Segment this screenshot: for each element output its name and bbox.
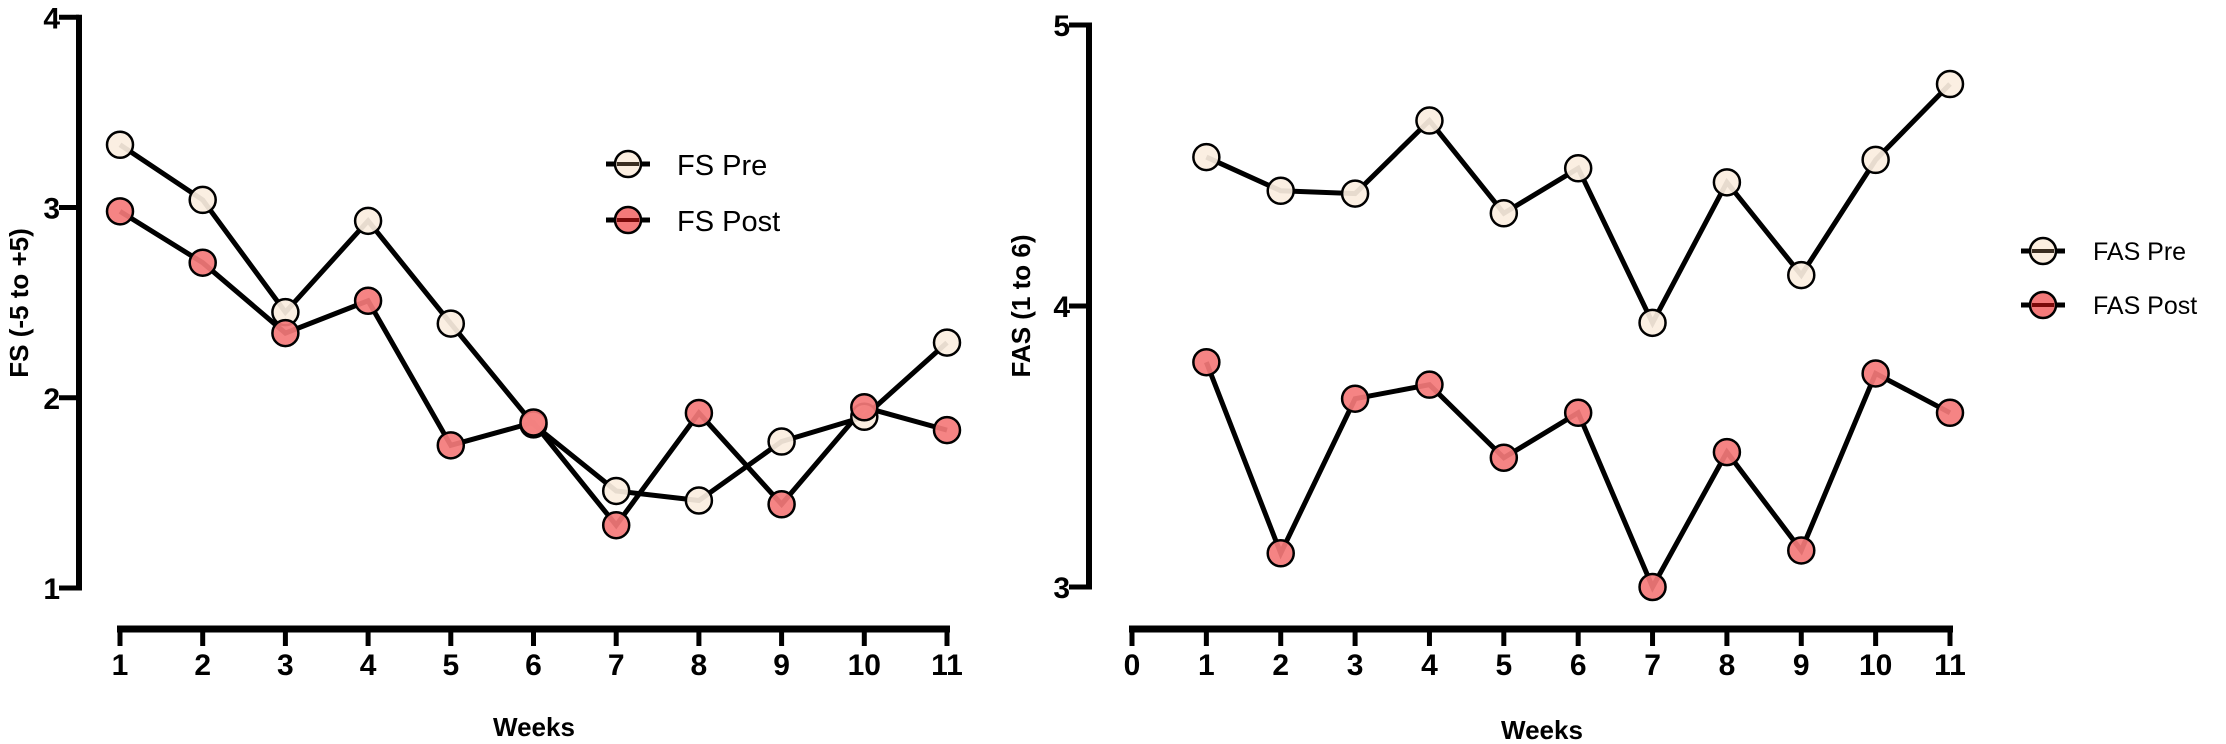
fas-post-line bbox=[1204, 361, 1952, 593]
x-tick-label: 2 bbox=[1272, 649, 1289, 682]
x-tick-label: 9 bbox=[1793, 649, 1810, 682]
fs-post-point bbox=[850, 393, 879, 422]
x-tick-label: 4 bbox=[360, 649, 377, 682]
fs-post-point bbox=[436, 431, 466, 460]
fas-pre-point bbox=[1712, 168, 1742, 197]
y-axis-title: FS (-5 to +5) bbox=[4, 228, 34, 378]
plot-area bbox=[1192, 69, 1965, 602]
x-tick-label: 9 bbox=[773, 649, 790, 682]
y-tick-label: 1 bbox=[43, 573, 60, 606]
fs-pre-point bbox=[436, 309, 466, 338]
x-axis-title: Weeks bbox=[493, 712, 575, 742]
fs-pre-point bbox=[684, 486, 714, 515]
fas-post-point bbox=[1489, 443, 1519, 472]
x-tick-label: 6 bbox=[1570, 649, 1587, 682]
fas-chart: FAS (1 to 6) Weeks 3 4 5 0 1 2 3 4 5 6 7 8 9 10 11 FA… bbox=[1006, 10, 2197, 744]
fs-post-point bbox=[353, 286, 383, 315]
x-tick-label: 4 bbox=[1421, 649, 1438, 682]
fs-post-point bbox=[601, 510, 631, 540]
fas-post-point bbox=[1935, 398, 1965, 428]
fas-post-point bbox=[1340, 384, 1370, 413]
y-axis: 1 2 3 4 bbox=[43, 2, 82, 606]
fs-pre-point bbox=[353, 206, 383, 236]
fs-post-point bbox=[271, 318, 300, 348]
legend-label-fas-post: FAS Post bbox=[2093, 292, 2197, 320]
fas-post-point bbox=[1861, 359, 1890, 388]
fas-pre-line bbox=[1205, 82, 1952, 329]
fs-post-point bbox=[932, 415, 962, 445]
x-tick-label: 5 bbox=[442, 649, 459, 682]
fs-chart: FS (-5 to +5) Weeks 1 2 3 4 1 2 3 4 5 6 7 8 9 10 11 F… bbox=[4, 2, 963, 742]
x-tick-label: 3 bbox=[277, 649, 294, 682]
y-tick-label: 3 bbox=[43, 193, 60, 226]
x-tick-label: 8 bbox=[691, 649, 708, 682]
fas-pre-point bbox=[1415, 106, 1444, 135]
x-axis: 0 1 2 3 4 5 6 7 8 9 10 11 bbox=[1124, 625, 1966, 682]
fas-pre-point bbox=[1340, 179, 1370, 208]
y-axis: 3 4 5 bbox=[1053, 10, 1092, 605]
legend-label-fs-post: FS Post bbox=[677, 206, 780, 238]
y-axis-title: FAS (1 to 6) bbox=[1006, 234, 1036, 377]
y-tick-label: 3 bbox=[1053, 572, 1070, 605]
x-tick-label: 7 bbox=[1644, 649, 1661, 682]
fas-pre-point bbox=[1192, 142, 1221, 172]
legend: FS Pre FS Post bbox=[606, 149, 780, 238]
fas-pre-point bbox=[1935, 69, 1965, 99]
fas-post-point bbox=[1266, 539, 1295, 568]
x-tick-label: 2 bbox=[194, 649, 211, 682]
legend: FAS Pre FAS Post bbox=[2021, 236, 2197, 320]
y-tick-label: 4 bbox=[43, 2, 60, 35]
x-tick-label: 10 bbox=[848, 649, 881, 682]
x-axis: 1 2 3 4 5 6 7 8 9 10 11 bbox=[112, 625, 963, 682]
legend-label-fs-pre: FS Pre bbox=[677, 150, 767, 182]
x-tick-label: 7 bbox=[608, 649, 625, 682]
fas-pre-point bbox=[1266, 176, 1295, 206]
x-tick-label: 11 bbox=[931, 649, 963, 682]
x-tick-label: 5 bbox=[1495, 649, 1512, 682]
fs-post-point bbox=[188, 248, 217, 277]
x-axis-title: Weeks bbox=[1501, 715, 1583, 744]
fas-pre-point bbox=[1787, 260, 1816, 290]
fs-pre-point bbox=[767, 427, 796, 456]
fs-post-point bbox=[684, 398, 714, 428]
fas-post-point bbox=[1415, 370, 1444, 399]
x-tick-label: 0 bbox=[1124, 649, 1141, 682]
fs-pre-point bbox=[105, 130, 135, 160]
x-tick-label: 10 bbox=[1859, 649, 1892, 682]
x-tick-label: 3 bbox=[1347, 649, 1364, 682]
fs-pre-point bbox=[188, 185, 217, 215]
fas-pre-point bbox=[1563, 154, 1593, 183]
x-tick-label: 8 bbox=[1719, 649, 1736, 682]
plot-area bbox=[105, 130, 962, 540]
fs-pre-point bbox=[932, 328, 962, 357]
y-tick-label: 2 bbox=[43, 383, 60, 416]
x-tick-label: 11 bbox=[1934, 649, 1966, 682]
fas-pre-point bbox=[1861, 145, 1890, 175]
fas-pre-point bbox=[1489, 199, 1519, 228]
fas-post-point bbox=[1638, 572, 1667, 602]
x-tick-label: 1 bbox=[112, 649, 129, 682]
fs-post-point bbox=[767, 490, 796, 519]
fas-post-point bbox=[1563, 398, 1593, 428]
y-tick-label: 4 bbox=[1053, 291, 1070, 324]
fs-pre-point bbox=[601, 476, 631, 506]
fs-pre-line bbox=[118, 142, 949, 504]
x-tick-label: 6 bbox=[525, 649, 542, 682]
fs-post-point bbox=[519, 408, 548, 437]
fas-pre-point bbox=[1638, 308, 1667, 338]
legend-label-fas-pre: FAS Pre bbox=[2093, 238, 2186, 266]
fas-post-point bbox=[1192, 347, 1221, 377]
y-tick-label: 5 bbox=[1053, 10, 1070, 43]
fas-post-point bbox=[1787, 536, 1816, 565]
fas-post-point bbox=[1712, 437, 1742, 467]
x-tick-label: 1 bbox=[1198, 649, 1215, 682]
fs-post-point bbox=[105, 197, 135, 226]
